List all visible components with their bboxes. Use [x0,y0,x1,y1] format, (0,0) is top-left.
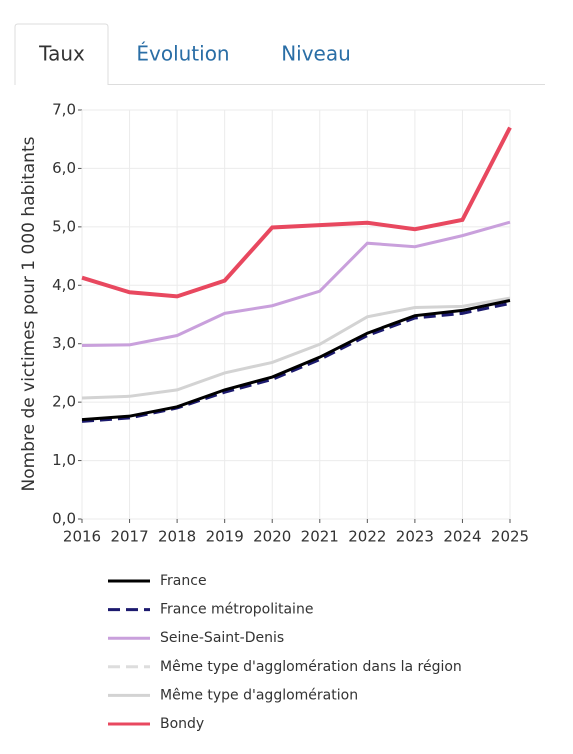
x-tick-label: 2024 [443,528,481,546]
tab[interactable]: Niveau [281,42,351,66]
x-tick-label: 2016 [63,528,101,546]
x-tick-label: 2022 [348,528,386,546]
legend-label: Même type d'agglomération [160,687,358,703]
y-tick-label: 5,0 [52,217,76,235]
series-line [81,296,511,400]
tab[interactable]: Évolution [136,42,229,66]
x-tick-label: 2018 [158,528,196,546]
legend-label: France [160,573,207,589]
y-tick-label: 6,0 [52,159,76,177]
y-axis-label: Nombre de victimes pour 1 000 habitants [19,136,39,491]
series-line [81,299,511,422]
legend-label: Même type d'agglomération dans la région [160,659,462,675]
legend-label: Seine-Saint-Denis [160,630,284,646]
y-tick-label: 3,0 [52,334,76,352]
y-tick-label: 7,0 [52,101,76,119]
y-tick-label: 2,0 [52,393,76,411]
x-tick-label: 2021 [301,528,339,546]
series-line [81,220,511,347]
legend-label: France métropolitaine [160,602,313,618]
y-tick-label: 4,0 [52,276,76,294]
tab-border [14,23,109,85]
x-tick-label: 2025 [491,528,529,546]
x-tick-label: 2017 [110,528,148,546]
y-tick-label: 1,0 [52,451,76,469]
series-line [81,301,511,423]
x-tick-label: 2023 [396,528,434,546]
y-tick-label: 0,0 [52,510,76,528]
x-tick-label: 2019 [206,528,244,546]
tab[interactable]: Taux [38,42,85,66]
x-tick-label: 2020 [253,528,291,546]
series-line [81,126,512,299]
legend-label: Bondy [160,716,204,732]
